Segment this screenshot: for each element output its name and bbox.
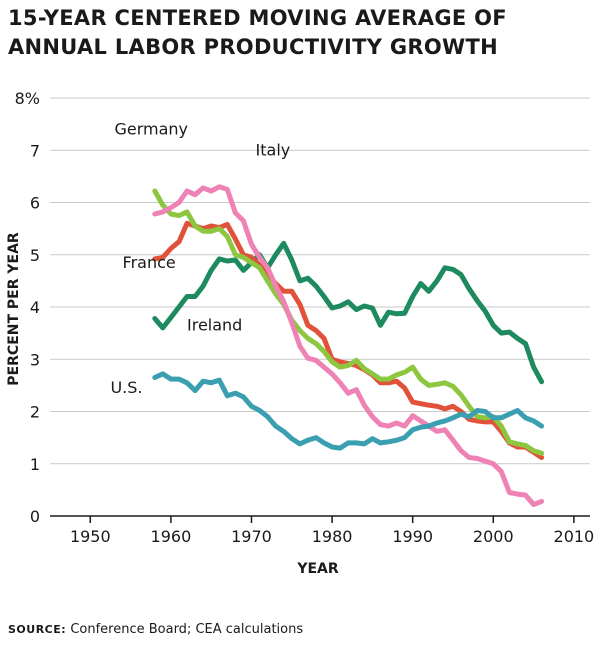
series-line-u-s (152, 371, 545, 451)
y-tick-label: 0 (30, 507, 40, 526)
x-tick-label: 1950 (70, 527, 111, 546)
series-label-france: France (123, 253, 176, 272)
x-tick-label: 1970 (231, 527, 272, 546)
series-line-france (152, 220, 545, 460)
y-axis-title: PERCENT PER YEAR (6, 232, 22, 386)
series-line-germany (152, 188, 545, 456)
line-chart: 0 1 2 3 4 5 6 7 8% 1950 1960 1970 1980 1990 2000 2010 I… (6, 89, 595, 577)
chart-title-line-1: 15-YEAR CENTERED MOVING AVERAGE OF (8, 6, 507, 30)
y-tick-label: 6 (30, 194, 40, 213)
x-tick-label: 2000 (473, 527, 514, 546)
source-label: SOURCE: (8, 623, 67, 636)
y-tick-label: 3 (30, 350, 40, 369)
x-tick-label: 1990 (392, 527, 433, 546)
series-labels: Ireland France Germany Italy U.S. (110, 120, 290, 398)
series-line-ireland (152, 240, 545, 385)
x-tick-label: 1980 (312, 527, 353, 546)
chart-title-line-2: ANNUAL LABOR PRODUCTIVITY GROWTH (8, 35, 499, 59)
series-label-italy: Italy (256, 140, 291, 159)
data-series (152, 184, 545, 507)
y-tick-label: 2 (30, 403, 40, 422)
y-tick-label: 7 (30, 141, 40, 160)
x-axis-title: YEAR (296, 561, 339, 577)
axes: 0 1 2 3 4 5 6 7 8% 1950 1960 1970 1980 1990 2000 2010 (15, 89, 595, 546)
series-line-italy (152, 184, 545, 507)
series-label-germany: Germany (114, 120, 188, 139)
gridlines (50, 97, 590, 465)
source-text: Conference Board; CEA calculations (70, 622, 304, 637)
y-tick-label: 8% (15, 89, 40, 108)
source-note: SOURCE: Conference Board; CEA calculatio… (8, 622, 303, 637)
y-tick-label: 5 (30, 246, 40, 265)
x-tick-label: 2010 (554, 527, 595, 546)
y-tick-label: 1 (30, 455, 40, 474)
series-label-ireland: Ireland (187, 316, 242, 335)
chart-title: 15-YEAR CENTERED MOVING AVERAGE OF ANNUA… (8, 4, 593, 62)
y-tick-label: 4 (30, 298, 40, 317)
series-label-u-s: U.S. (110, 378, 142, 397)
x-tick-label: 1960 (151, 527, 192, 546)
